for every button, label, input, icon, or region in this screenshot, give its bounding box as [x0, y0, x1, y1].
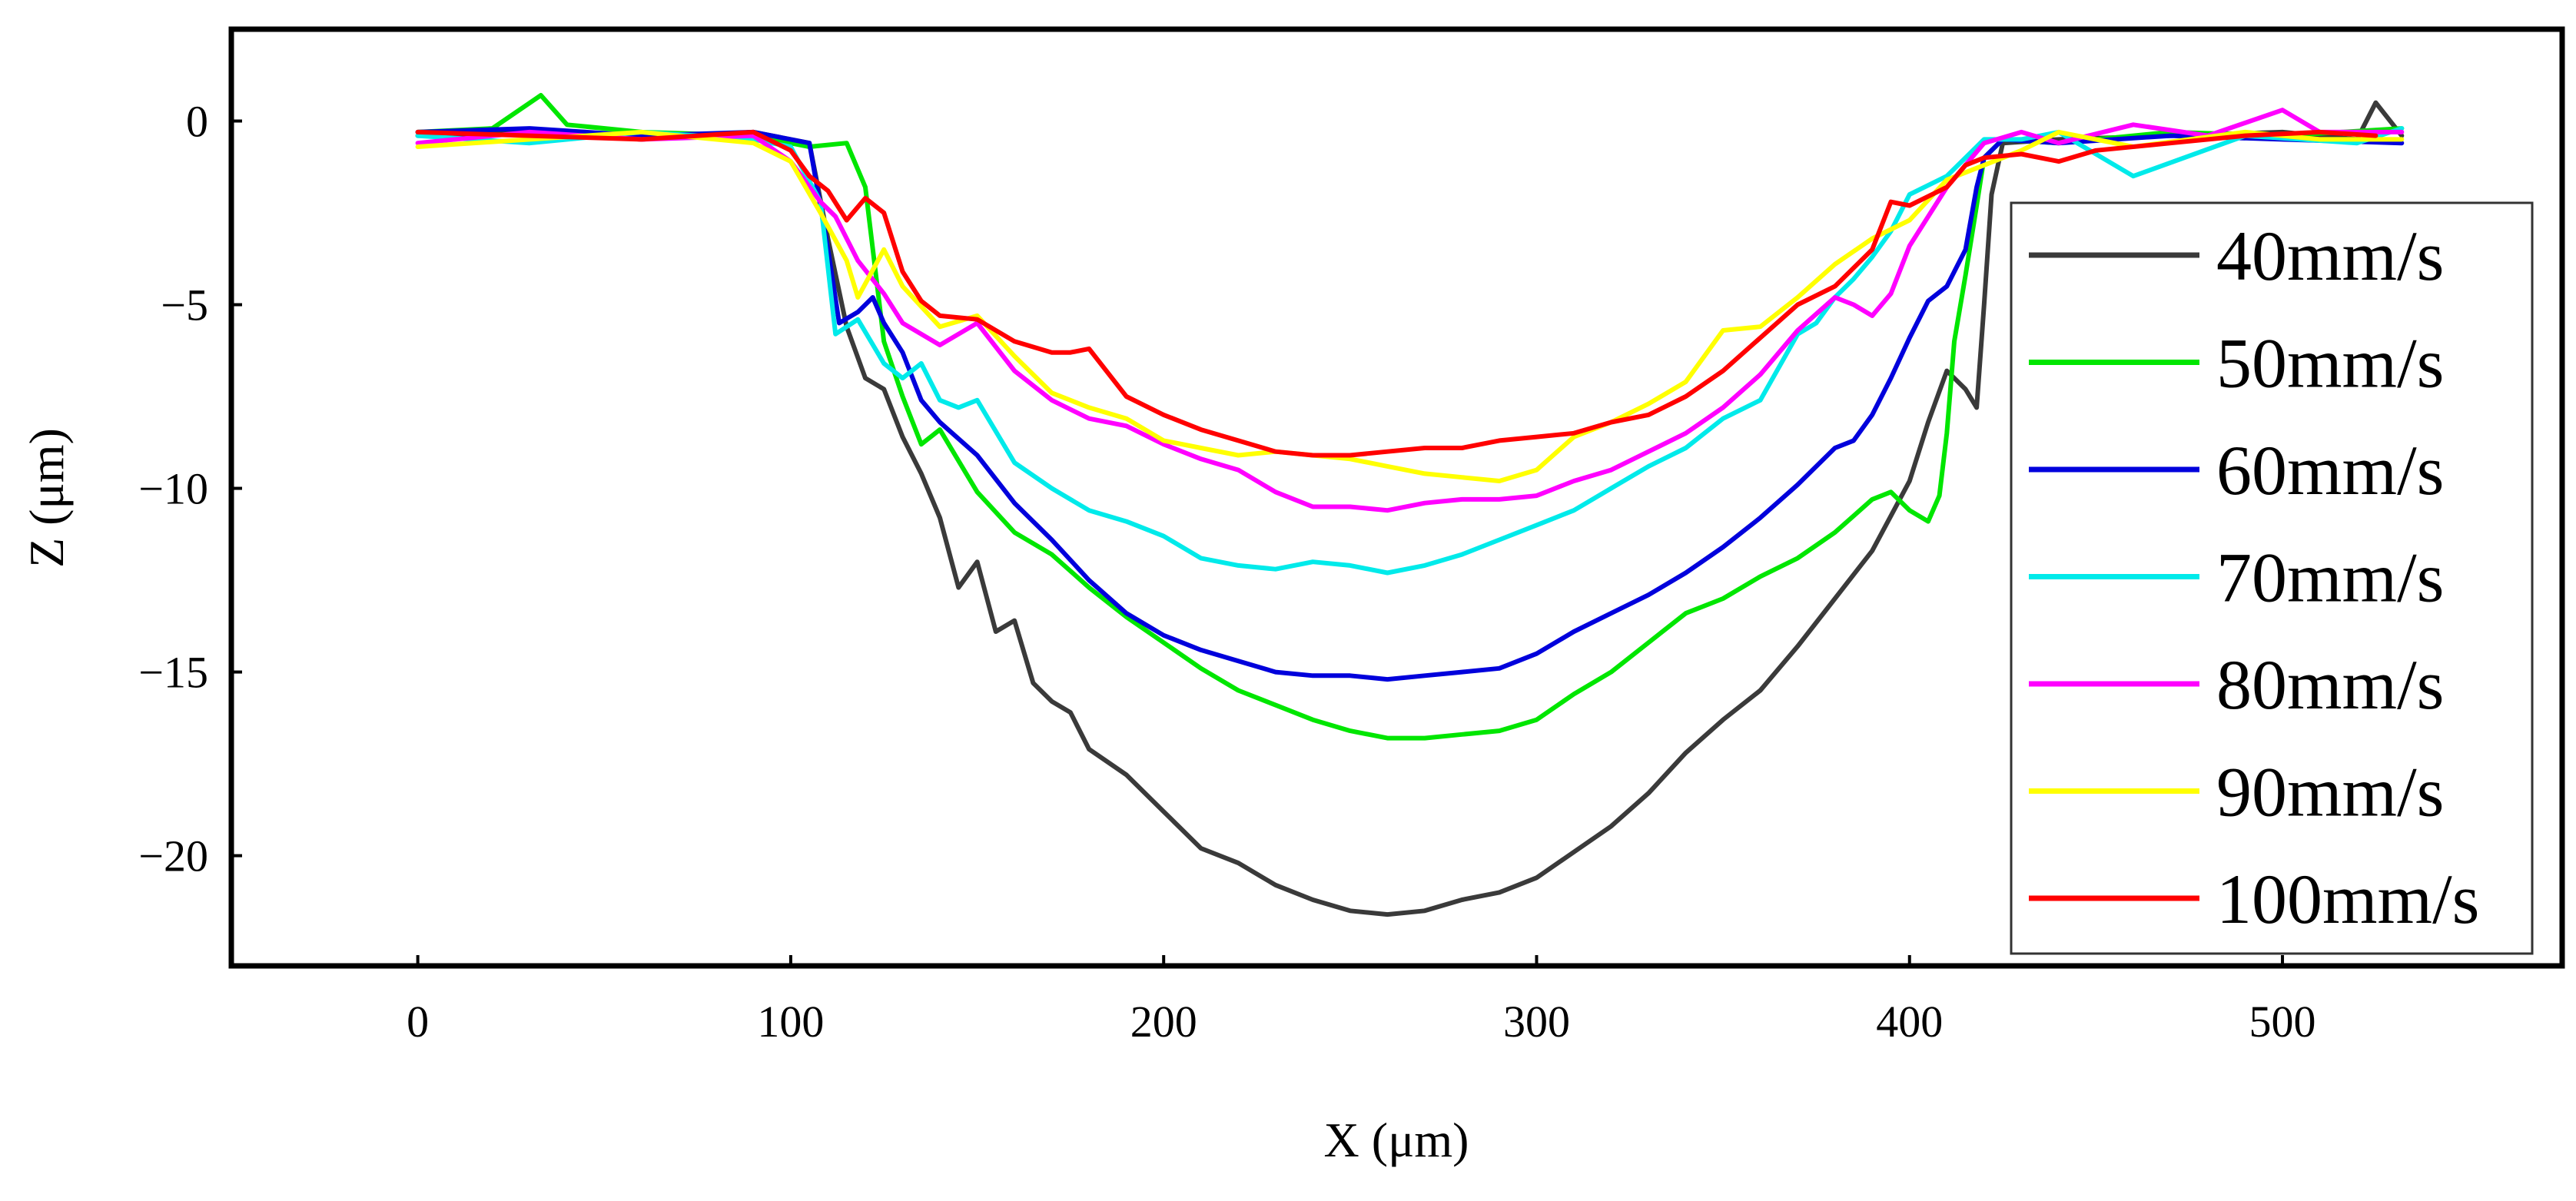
- legend-items: 40mm/s 50mm/s 60mm/s 70mm/s 80mm/s 90mm/s 100m…: [2029, 217, 2479, 938]
- x-tick-label: 200: [1130, 997, 1197, 1047]
- x-axis-ticks: 0 100 200 300 400 500: [407, 955, 2316, 1047]
- series-line-60mm-s: [415, 126, 2405, 682]
- legend-label: 100mm/s: [2216, 860, 2479, 938]
- y-axis-label: Z (μm): [19, 428, 74, 568]
- y-tick-label: −5: [161, 280, 208, 330]
- y-tick-label: −20: [138, 831, 208, 881]
- x-tick-label: 400: [1876, 997, 1943, 1047]
- y-tick-label: −10: [138, 464, 208, 514]
- y-tick-label: 0: [186, 97, 208, 147]
- legend-label: 80mm/s: [2216, 645, 2444, 724]
- series-line-40mm-s: [415, 100, 2405, 917]
- x-axis-label: X (μm): [1324, 1113, 1469, 1167]
- y-tick-label: −15: [138, 648, 208, 698]
- series-line-100mm-s: [415, 129, 2378, 458]
- series-line-70mm-s: [415, 126, 2405, 576]
- x-tick-label: 300: [1503, 997, 1570, 1047]
- y-axis-ticks: 0 −5 −10 −15 −20: [138, 97, 242, 881]
- legend-label: 90mm/s: [2216, 753, 2444, 831]
- x-tick-label: 0: [407, 997, 429, 1047]
- legend-label: 50mm/s: [2216, 324, 2444, 403]
- legend-label: 40mm/s: [2216, 217, 2444, 295]
- legend: 40mm/s 50mm/s 60mm/s 70mm/s 80mm/s 90mm/s 100m…: [2010, 201, 2534, 955]
- legend-label: 70mm/s: [2216, 539, 2444, 617]
- x-tick-label: 500: [2249, 997, 2316, 1047]
- legend-label: 60mm/s: [2216, 431, 2444, 509]
- series-layer: [415, 93, 2405, 917]
- x-tick-label: 100: [757, 997, 824, 1047]
